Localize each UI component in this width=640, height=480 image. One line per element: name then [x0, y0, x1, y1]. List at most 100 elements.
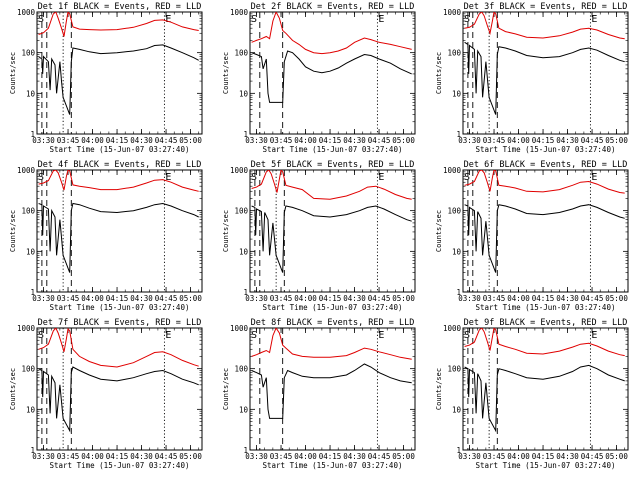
- end-marker: E: [165, 14, 171, 25]
- x-tick-label: 03:30: [32, 136, 55, 145]
- y-axis-label: Counts/sec: [435, 368, 443, 410]
- end-marker: E: [378, 14, 384, 25]
- x-tick-label: 04:15: [319, 294, 342, 303]
- x-tick-label: 04:15: [106, 136, 129, 145]
- x-tick-label: 05:00: [179, 452, 202, 461]
- x-tick-label: 03:30: [32, 452, 55, 461]
- y-tick-label: 1: [456, 446, 461, 455]
- y-tick-label: 1000: [17, 166, 36, 175]
- chart-title: Det 1f BLACK = Events, RED = LLD: [38, 2, 202, 12]
- x-tick-label: 04:45: [155, 136, 178, 145]
- x-tick-label: 04:30: [130, 294, 153, 303]
- x-tick-label: 04:30: [556, 294, 579, 303]
- x-tick-label: 04:30: [343, 452, 366, 461]
- x-tick-label: 04:15: [319, 136, 342, 145]
- x-tick-label: 03:45: [483, 452, 506, 461]
- y-tick-label: 1000: [230, 324, 249, 333]
- x-tick-label: 04:45: [155, 294, 178, 303]
- chart-panel-7: Det 7f BLACK = Events, RED = LLD 1 10 100 10…: [9, 318, 203, 470]
- x-tick-label: 04:15: [532, 294, 555, 303]
- chart-title: Det 9f BLACK = Events, RED = LLD: [464, 318, 628, 328]
- end-marker: E: [165, 172, 171, 183]
- chart-title: Det 5f BLACK = Events, RED = LLD: [251, 160, 415, 170]
- chart-panel-9: Det 9f BLACK = Events, RED = LLD 1 10 100 10…: [435, 318, 629, 470]
- y-tick-label: 10: [239, 405, 249, 414]
- plot-frame: [462, 11, 629, 135]
- x-axis-label: Start Time (15-Jun-07 03:27:40): [476, 303, 616, 312]
- y-axis-label: Counts/sec: [222, 52, 230, 94]
- y-tick-label: 1: [30, 288, 35, 297]
- x-tick-label: 04:00: [81, 136, 104, 145]
- x-tick-label: 03:30: [245, 136, 268, 145]
- y-tick-label: 1: [243, 130, 248, 139]
- y-axis-label: Counts/sec: [9, 52, 17, 94]
- y-tick-label: 10: [452, 247, 462, 256]
- end-marker: E: [591, 172, 597, 183]
- y-tick-label: 1000: [443, 8, 462, 17]
- y-tick-label: 10: [239, 89, 249, 98]
- x-tick-label: 04:45: [581, 294, 604, 303]
- plot-frame: [36, 327, 203, 451]
- x-tick-label: 04:45: [368, 452, 391, 461]
- events-series-line: [251, 50, 412, 103]
- end-marker: E: [165, 330, 171, 341]
- y-tick-label: 1: [456, 130, 461, 139]
- plot-frame: [462, 169, 629, 293]
- events-series-line: [251, 363, 412, 419]
- x-tick-label: 04:00: [81, 452, 104, 461]
- x-tick-label: 04:30: [556, 136, 579, 145]
- chart-title: Det 8f BLACK = Events, RED = LLD: [251, 318, 415, 328]
- y-tick-label: 100: [447, 49, 461, 58]
- events-series-line: [464, 41, 625, 115]
- start-marker: S: [251, 172, 257, 183]
- y-tick-label: 10: [239, 247, 249, 256]
- x-axis-label: Start Time (15-Jun-07 03:27:40): [50, 145, 190, 154]
- y-tick-label: 1: [30, 446, 35, 455]
- x-tick-label: 04:15: [106, 452, 129, 461]
- events-series-line: [38, 366, 199, 433]
- events-series-line: [38, 44, 199, 115]
- x-tick-label: 03:45: [57, 452, 80, 461]
- plot-frame: [36, 11, 203, 135]
- x-axis-label: Start Time (15-Jun-07 03:27:40): [476, 145, 616, 154]
- x-axis-label: Start Time (15-Jun-07 03:27:40): [263, 145, 403, 154]
- chart-title: Det 3f BLACK = Events, RED = LLD: [464, 2, 628, 12]
- y-tick-label: 1000: [443, 166, 462, 175]
- y-tick-label: 100: [447, 207, 461, 216]
- y-tick-label: 100: [21, 365, 35, 374]
- chart-title: Det 6f BLACK = Events, RED = LLD: [464, 160, 628, 170]
- y-tick-label: 10: [452, 89, 462, 98]
- plot-frame: [249, 327, 416, 451]
- start-marker: S: [464, 330, 470, 341]
- start-marker: S: [464, 14, 470, 25]
- x-tick-label: 03:45: [483, 294, 506, 303]
- y-tick-label: 100: [234, 207, 248, 216]
- x-tick-label: 05:00: [179, 294, 202, 303]
- x-tick-label: 04:45: [368, 294, 391, 303]
- start-marker: S: [38, 14, 44, 25]
- x-tick-label: 05:00: [605, 136, 628, 145]
- x-tick-label: 04:00: [294, 136, 317, 145]
- x-tick-label: 03:30: [458, 136, 481, 145]
- lld-series-line: [38, 12, 199, 37]
- y-tick-label: 1: [456, 288, 461, 297]
- chart-panel-6: Det 6f BLACK = Events, RED = LLD 1 10 100 10…: [435, 160, 629, 312]
- x-tick-label: 04:30: [343, 136, 366, 145]
- x-axis-label: Start Time (15-Jun-07 03:27:40): [263, 303, 403, 312]
- y-axis-label: Counts/sec: [435, 52, 443, 94]
- start-marker: S: [251, 14, 257, 25]
- x-tick-label: 03:30: [458, 452, 481, 461]
- y-tick-label: 1000: [230, 166, 249, 175]
- x-tick-label: 04:00: [507, 136, 530, 145]
- x-tick-label: 05:00: [605, 294, 628, 303]
- lld-series-line: [38, 328, 199, 368]
- x-tick-label: 04:00: [81, 294, 104, 303]
- y-tick-label: 1000: [230, 8, 249, 17]
- x-tick-label: 03:45: [270, 294, 293, 303]
- start-marker: S: [38, 172, 44, 183]
- chart-panel-1: Det 1f BLACK = Events, RED = LLD 1 10 100 10…: [9, 2, 203, 154]
- chart-panel-3: Det 3f BLACK = Events, RED = LLD 1 10 100 10…: [435, 2, 629, 154]
- y-tick-label: 1: [243, 288, 248, 297]
- x-tick-label: 04:45: [155, 452, 178, 461]
- y-tick-label: 100: [234, 365, 248, 374]
